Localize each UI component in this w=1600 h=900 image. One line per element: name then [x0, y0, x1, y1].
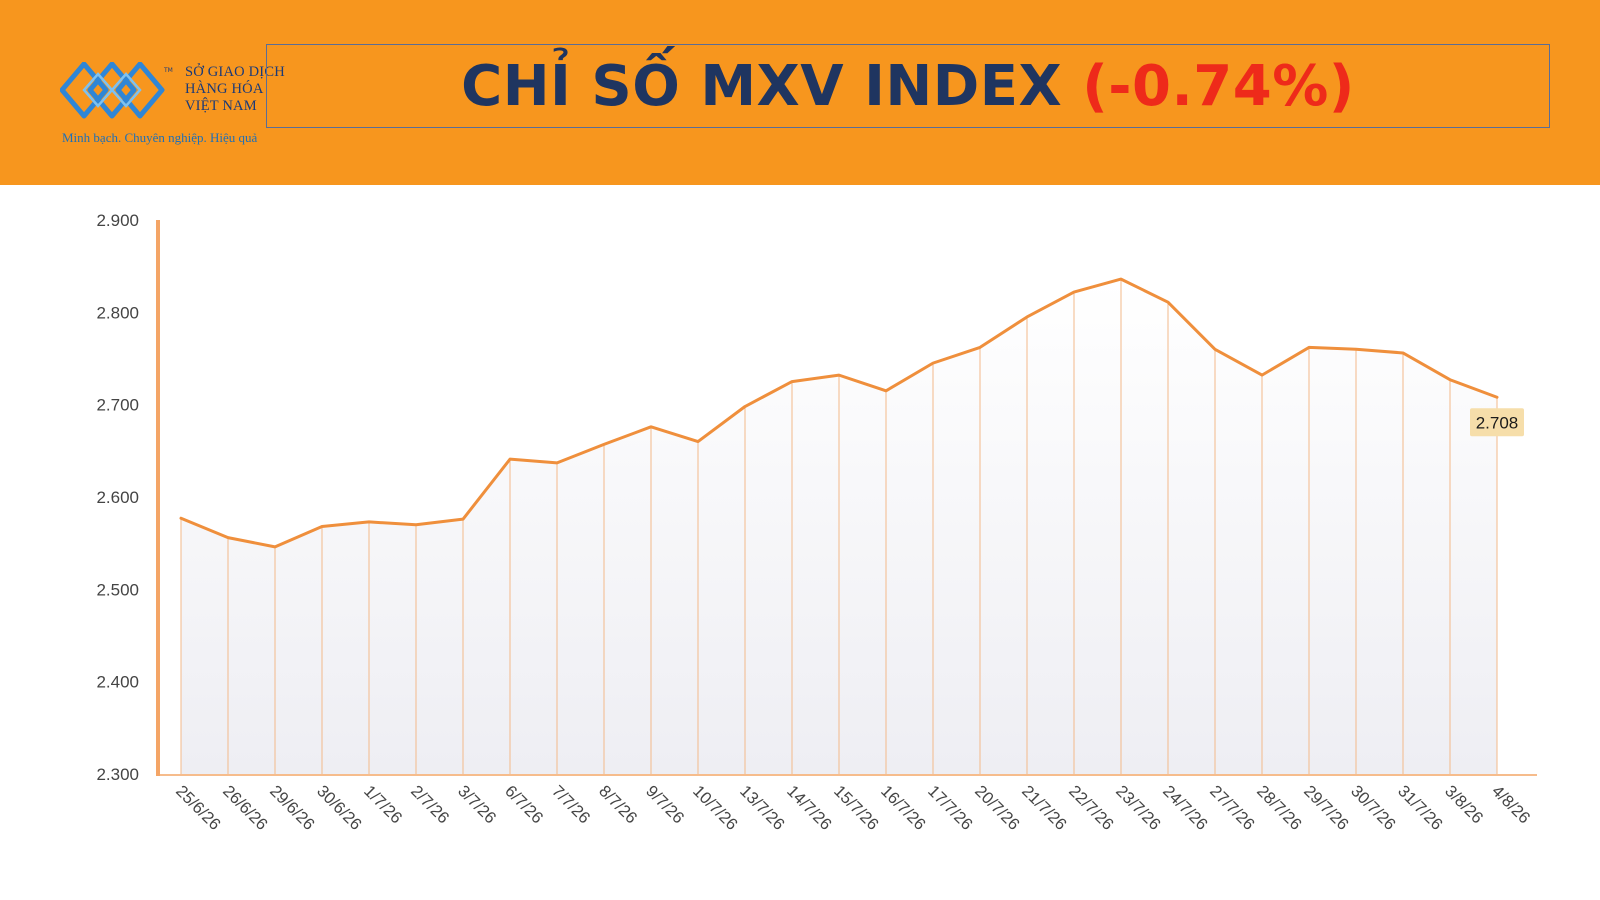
logo-name-line: VIỆT NAM	[185, 98, 257, 114]
x-tick-label: 3/7/26	[454, 782, 499, 827]
x-tick-label: 10/7/26	[689, 782, 741, 834]
x-tick-label: 15/7/26	[830, 782, 882, 834]
y-tick-label: 2.300	[96, 765, 139, 784]
x-tick-label: 4/8/26	[1488, 782, 1533, 827]
title-change: (-0.74%)	[1082, 53, 1355, 119]
last-value-badge	[1470, 408, 1524, 437]
chart-area: 2.900 2.800 2.700 2.600 2.500 2.400 2.300 25/6…	[0, 185, 1600, 900]
x-tick-label: 21/7/26	[1018, 782, 1070, 834]
x-tick-label: 14/7/26	[783, 782, 835, 834]
last-value-label: 2.708	[1476, 413, 1519, 432]
logo-name: SỞ GIAO DỊCH HÀNG HÓA VIỆT NAM	[185, 64, 285, 115]
x-tick-label: 9/7/26	[642, 782, 687, 827]
logo-name-line: SỞ GIAO DỊCH	[185, 64, 285, 80]
y-tick-label: 2.700	[96, 396, 139, 415]
logo-name-line: HÀNG HÓA	[185, 81, 264, 97]
line-chart: 2.900 2.800 2.700 2.600 2.500 2.400 2.300 25/6…	[96, 211, 1537, 834]
x-tick-label: 1/7/26	[360, 782, 405, 827]
x-tick-label: 8/7/26	[595, 782, 640, 827]
title-box: CHỈ SỐ MXV INDEX (-0.74%)	[266, 44, 1550, 128]
y-tick-label: 2.500	[96, 580, 139, 599]
x-tick-label: 29/7/26	[1300, 782, 1352, 834]
series-line	[179, 277, 1499, 549]
x-tick-label: 3/8/26	[1441, 782, 1486, 827]
logo-mark-icon: TM	[60, 62, 173, 119]
y-tick-label: 2.900	[96, 211, 139, 230]
x-tick-label: 28/7/26	[1253, 782, 1305, 834]
y-tick-label: 2.600	[96, 488, 139, 507]
x-tick-label: 2/7/26	[407, 782, 452, 827]
y-tick-label: 2.400	[96, 673, 139, 692]
x-tick-label: 13/7/26	[736, 782, 788, 834]
x-tick-label: 30/6/26	[313, 782, 365, 834]
x-tick-label: 16/7/26	[877, 782, 929, 834]
x-tick-label: 6/7/26	[501, 782, 546, 827]
exchange-logo: TM SỞ GIAO DỊCH HÀNG HÓA VIỆT NAM Minh b…	[60, 62, 300, 152]
y-tick-label: 2.800	[96, 303, 139, 322]
svg-text:TM: TM	[163, 67, 173, 74]
title-main: CHỈ SỐ MXV INDEX	[461, 53, 1063, 119]
x-tick-label: 26/6/26	[219, 782, 271, 834]
x-tick-label: 24/7/26	[1159, 782, 1211, 834]
x-tick-label: 17/7/26	[924, 782, 976, 834]
header-banner: TM SỞ GIAO DỊCH HÀNG HÓA VIỆT NAM Minh b…	[0, 0, 1600, 185]
x-tick-label: 25/6/26	[172, 782, 224, 834]
page-title: CHỈ SỐ MXV INDEX (-0.74%)	[461, 54, 1355, 119]
x-tick-label: 29/6/26	[266, 782, 318, 834]
x-tick-label: 20/7/26	[971, 782, 1023, 834]
x-tick-label: 22/7/26	[1065, 782, 1117, 834]
x-tick-label: 30/7/26	[1347, 782, 1399, 834]
x-tick-label: 7/7/26	[548, 782, 593, 827]
x-tick-label: 31/7/26	[1394, 782, 1446, 834]
x-tick-label: 23/7/26	[1112, 782, 1164, 834]
logo-slogan: Minh bạch. Chuyên nghiệp. Hiệu quả	[62, 130, 258, 145]
x-tick-label: 27/7/26	[1206, 782, 1258, 834]
